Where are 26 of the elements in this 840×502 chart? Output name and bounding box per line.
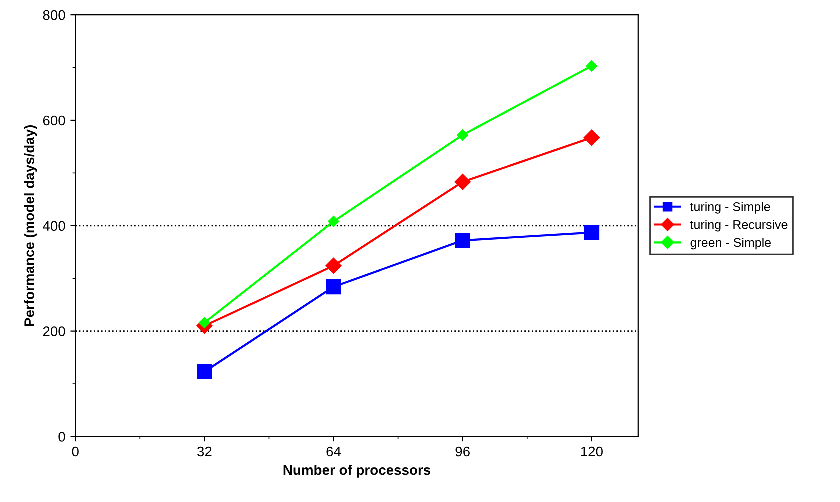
legend-label: turing - Recursive	[690, 220, 788, 232]
legend-label: green - Simple	[690, 238, 772, 250]
point	[328, 216, 340, 228]
y-tick-label: 0	[58, 432, 66, 442]
y-tick-label: 600	[43, 116, 66, 126]
x-tick-label: 96	[456, 446, 470, 457]
point	[197, 364, 212, 380]
point	[457, 130, 468, 141]
point	[584, 130, 600, 146]
y-tick-label: 200	[43, 326, 66, 336]
point	[584, 225, 600, 240]
legend-label: turing - Simple	[690, 202, 770, 214]
x-axis-title: Number of processors	[284, 464, 431, 478]
point	[455, 233, 470, 248]
y-axis-title: Performance (model days/day)	[24, 125, 38, 326]
point	[586, 60, 598, 72]
point	[326, 279, 342, 295]
point	[199, 317, 210, 328]
y-tick-label: 800	[43, 10, 66, 20]
x-tick-label: 64	[326, 446, 342, 457]
x-tick-label: 120	[581, 446, 603, 457]
point	[326, 258, 342, 274]
x-tick-label: 0	[72, 446, 79, 457]
y-tick-label: 400	[43, 221, 66, 232]
point	[454, 174, 471, 190]
x-tick-label: 32	[197, 446, 212, 457]
